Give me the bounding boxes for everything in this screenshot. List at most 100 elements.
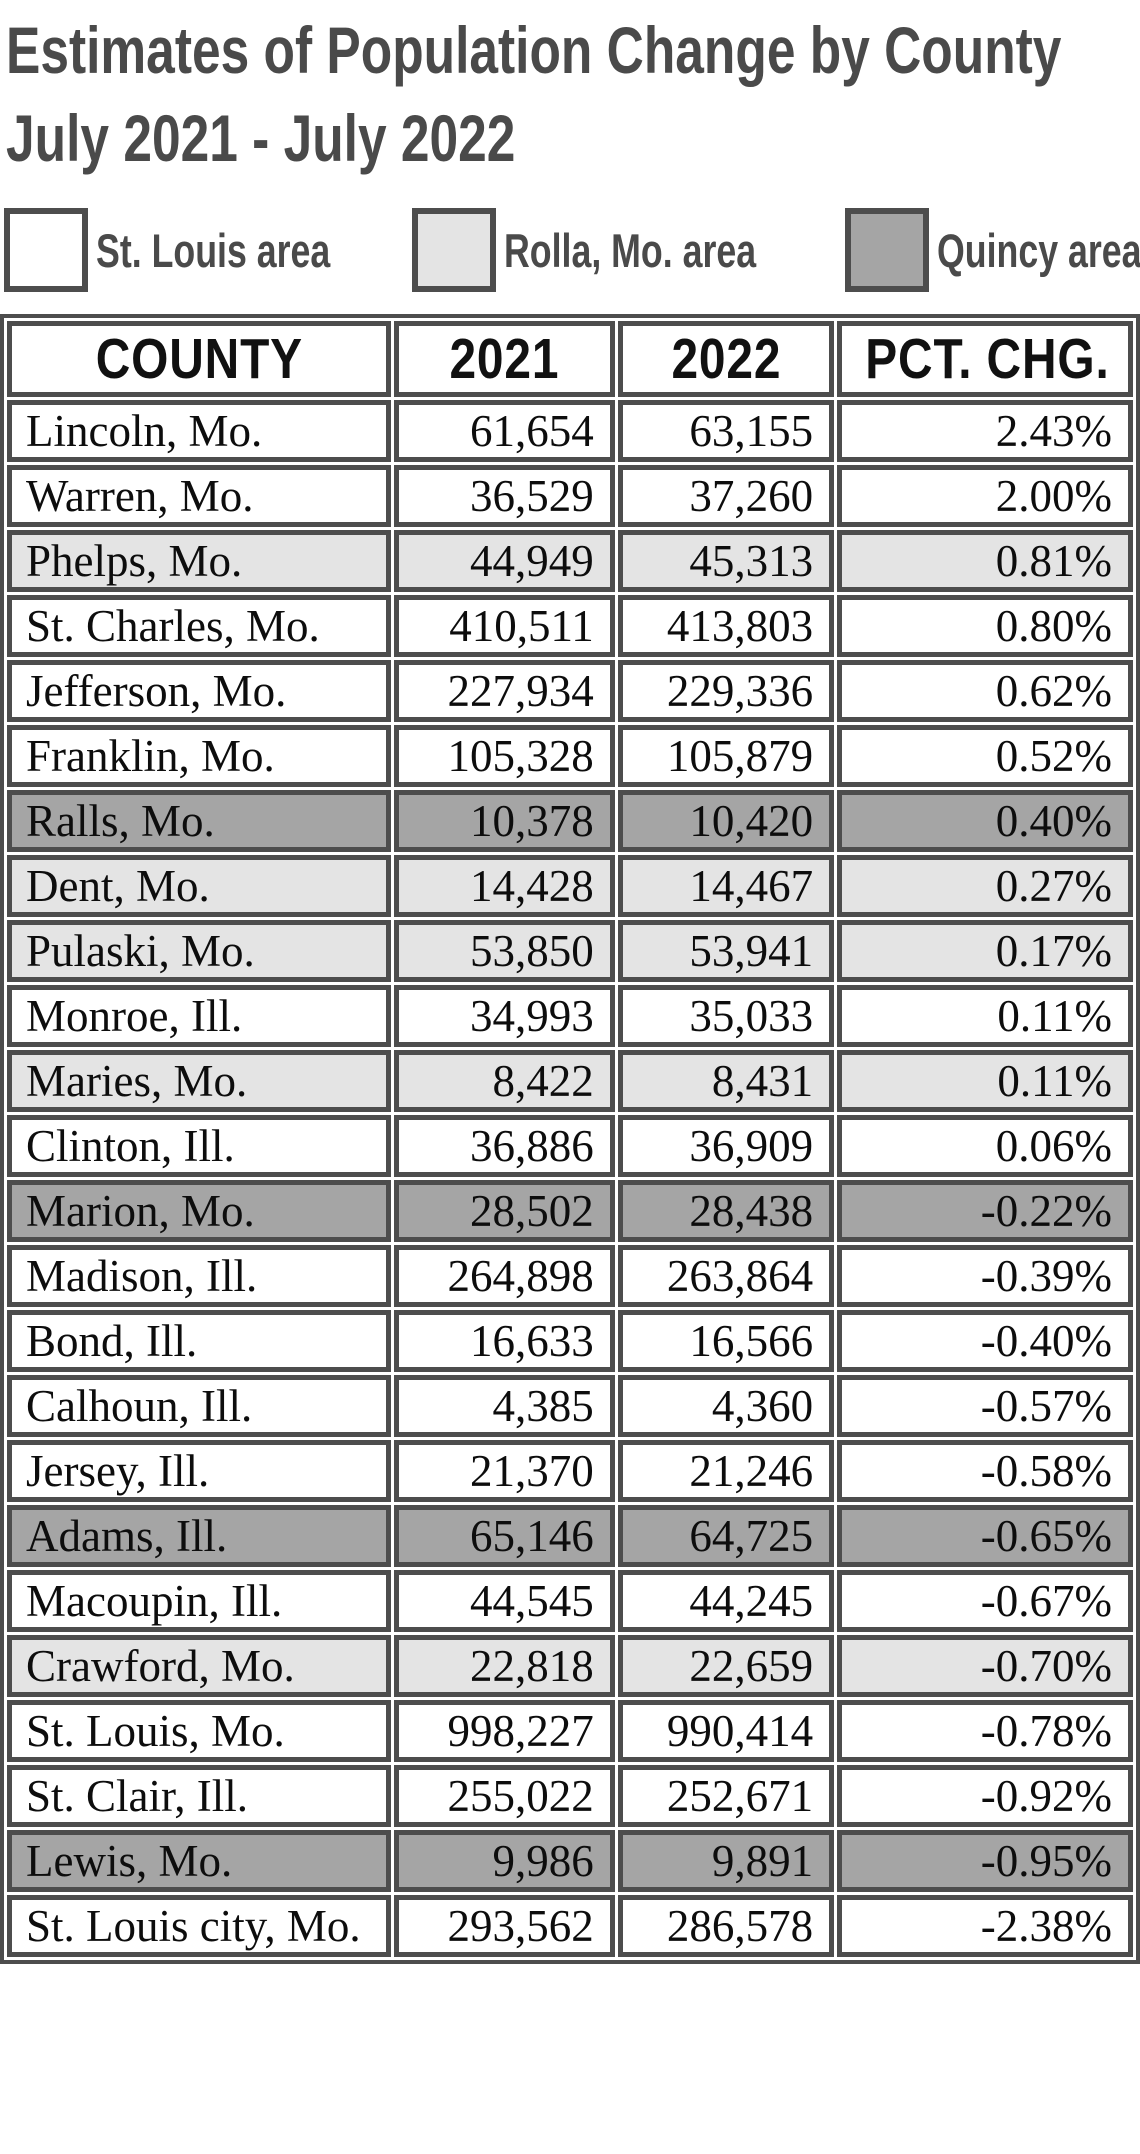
pop-2022-cell: 10,420 bbox=[617, 790, 835, 852]
table-row: Crawford, Mo. 22,818 22,659 -0.70% bbox=[7, 1635, 1133, 1697]
table-row: Monroe, Ill. 34,993 35,033 0.11% bbox=[7, 985, 1133, 1047]
pop-2022-cell: 16,566 bbox=[617, 1310, 835, 1372]
table-row: Warren, Mo. 36,529 37,260 2.00% bbox=[7, 465, 1133, 527]
pop-2022-cell: 14,467 bbox=[617, 855, 835, 917]
pct-chg-cell: -0.58% bbox=[837, 1440, 1133, 1502]
pop-2021-cell: 105,328 bbox=[394, 725, 615, 787]
table-row: St. Clair, Ill. 255,022 252,671 -0.92% bbox=[7, 1765, 1133, 1827]
table-row: Madison, Ill. 264,898 263,864 -0.39% bbox=[7, 1245, 1133, 1307]
pop-2022-cell: 63,155 bbox=[617, 400, 835, 462]
pct-chg-cell: 2.43% bbox=[837, 400, 1133, 462]
pop-2022-cell: 22,659 bbox=[617, 1635, 835, 1697]
county-cell: St. Louis, Mo. bbox=[7, 1700, 392, 1762]
county-cell: St. Louis city, Mo. bbox=[7, 1895, 392, 1957]
county-cell: St. Clair, Ill. bbox=[7, 1765, 392, 1827]
pop-2021-cell: 22,818 bbox=[394, 1635, 615, 1697]
table-row: St. Louis city, Mo. 293,562 286,578 -2.3… bbox=[7, 1895, 1133, 1957]
table-row: Marion, Mo. 28,502 28,438 -0.22% bbox=[7, 1180, 1133, 1242]
header-county: COUNTY bbox=[7, 321, 392, 397]
legend-label-quincy: Quincy area bbox=[937, 223, 1140, 277]
table-row: Clinton, Ill. 36,886 36,909 0.06% bbox=[7, 1115, 1133, 1177]
pct-chg-cell: -2.38% bbox=[837, 1895, 1133, 1957]
table-row: St. Charles, Mo. 410,511 413,803 0.80% bbox=[7, 595, 1133, 657]
quincy-swatch bbox=[845, 208, 929, 292]
county-cell: Crawford, Mo. bbox=[7, 1635, 392, 1697]
pop-2021-cell: 61,654 bbox=[394, 400, 615, 462]
pop-2021-cell: 410,511 bbox=[394, 595, 615, 657]
header-2021: 2021 bbox=[394, 321, 615, 397]
county-cell: St. Charles, Mo. bbox=[7, 595, 392, 657]
pop-2022-cell: 252,671 bbox=[617, 1765, 835, 1827]
pop-2021-cell: 14,428 bbox=[394, 855, 615, 917]
pct-chg-cell: 0.52% bbox=[837, 725, 1133, 787]
population-table: COUNTY 2021 2022 PCT. CHG. Lincoln, Mo. … bbox=[0, 314, 1140, 1964]
pop-2021-cell: 9,986 bbox=[394, 1830, 615, 1892]
pct-chg-cell: 0.62% bbox=[837, 660, 1133, 722]
pop-2021-cell: 36,886 bbox=[394, 1115, 615, 1177]
table-row: Lewis, Mo. 9,986 9,891 -0.95% bbox=[7, 1830, 1133, 1892]
pop-2022-cell: 990,414 bbox=[617, 1700, 835, 1762]
chart-title: Estimates of Population Change by County… bbox=[0, 0, 1140, 182]
title-line-1: Estimates of Population Change by County bbox=[6, 13, 1062, 87]
pct-chg-cell: 0.11% bbox=[837, 985, 1133, 1047]
pop-2021-cell: 998,227 bbox=[394, 1700, 615, 1762]
table-row: Ralls, Mo. 10,378 10,420 0.40% bbox=[7, 790, 1133, 852]
county-cell: Maries, Mo. bbox=[7, 1050, 392, 1112]
county-cell: Lewis, Mo. bbox=[7, 1830, 392, 1892]
pop-2021-cell: 264,898 bbox=[394, 1245, 615, 1307]
pop-2021-cell: 53,850 bbox=[394, 920, 615, 982]
county-cell: Dent, Mo. bbox=[7, 855, 392, 917]
pop-2021-cell: 293,562 bbox=[394, 1895, 615, 1957]
pop-2022-cell: 105,879 bbox=[617, 725, 835, 787]
pct-chg-cell: 0.81% bbox=[837, 530, 1133, 592]
pct-chg-cell: -0.92% bbox=[837, 1765, 1133, 1827]
pct-chg-cell: 0.40% bbox=[837, 790, 1133, 852]
table-row: Jefferson, Mo. 227,934 229,336 0.62% bbox=[7, 660, 1133, 722]
pop-2021-cell: 44,949 bbox=[394, 530, 615, 592]
table-row: Macoupin, Ill. 44,545 44,245 -0.67% bbox=[7, 1570, 1133, 1632]
pop-2022-cell: 4,360 bbox=[617, 1375, 835, 1437]
legend-item-quincy: Quincy area bbox=[845, 208, 1140, 292]
county-cell: Jersey, Ill. bbox=[7, 1440, 392, 1502]
table-row: Bond, Ill. 16,633 16,566 -0.40% bbox=[7, 1310, 1133, 1372]
pop-2022-cell: 44,245 bbox=[617, 1570, 835, 1632]
pct-chg-cell: 0.80% bbox=[837, 595, 1133, 657]
county-cell: Macoupin, Ill. bbox=[7, 1570, 392, 1632]
pop-2021-cell: 16,633 bbox=[394, 1310, 615, 1372]
pop-2022-cell: 229,336 bbox=[617, 660, 835, 722]
county-cell: Marion, Mo. bbox=[7, 1180, 392, 1242]
pct-chg-cell: 0.17% bbox=[837, 920, 1133, 982]
pop-2022-cell: 21,246 bbox=[617, 1440, 835, 1502]
pop-2021-cell: 44,545 bbox=[394, 1570, 615, 1632]
pop-2022-cell: 286,578 bbox=[617, 1895, 835, 1957]
pop-2021-cell: 65,146 bbox=[394, 1505, 615, 1567]
pct-chg-cell: -0.70% bbox=[837, 1635, 1133, 1697]
rolla-swatch bbox=[412, 208, 496, 292]
pop-2022-cell: 9,891 bbox=[617, 1830, 835, 1892]
county-cell: Ralls, Mo. bbox=[7, 790, 392, 852]
title-line-2: July 2021 - July 2022 bbox=[6, 101, 516, 175]
pop-2021-cell: 10,378 bbox=[394, 790, 615, 852]
pop-2021-cell: 36,529 bbox=[394, 465, 615, 527]
table-row: Franklin, Mo. 105,328 105,879 0.52% bbox=[7, 725, 1133, 787]
table-row: Lincoln, Mo. 61,654 63,155 2.43% bbox=[7, 400, 1133, 462]
county-cell: Lincoln, Mo. bbox=[7, 400, 392, 462]
legend-label-rolla: Rolla, Mo. area bbox=[504, 223, 757, 277]
pct-chg-cell: -0.39% bbox=[837, 1245, 1133, 1307]
pop-2021-cell: 28,502 bbox=[394, 1180, 615, 1242]
pop-2021-cell: 227,934 bbox=[394, 660, 615, 722]
table-row: Adams, Ill. 65,146 64,725 -0.65% bbox=[7, 1505, 1133, 1567]
county-cell: Bond, Ill. bbox=[7, 1310, 392, 1372]
legend: St. Louis area Rolla, Mo. area Quincy ar… bbox=[0, 208, 1140, 294]
pct-chg-cell: 2.00% bbox=[837, 465, 1133, 527]
pct-chg-cell: -0.22% bbox=[837, 1180, 1133, 1242]
legend-item-rolla: Rolla, Mo. area bbox=[412, 208, 836, 292]
pop-2022-cell: 64,725 bbox=[617, 1505, 835, 1567]
table-row: Calhoun, Ill. 4,385 4,360 -0.57% bbox=[7, 1375, 1133, 1437]
county-cell: Calhoun, Ill. bbox=[7, 1375, 392, 1437]
pop-2022-cell: 35,033 bbox=[617, 985, 835, 1047]
county-cell: Jefferson, Mo. bbox=[7, 660, 392, 722]
county-cell: Phelps, Mo. bbox=[7, 530, 392, 592]
pct-chg-cell: -0.57% bbox=[837, 1375, 1133, 1437]
st-louis-swatch bbox=[4, 208, 88, 292]
